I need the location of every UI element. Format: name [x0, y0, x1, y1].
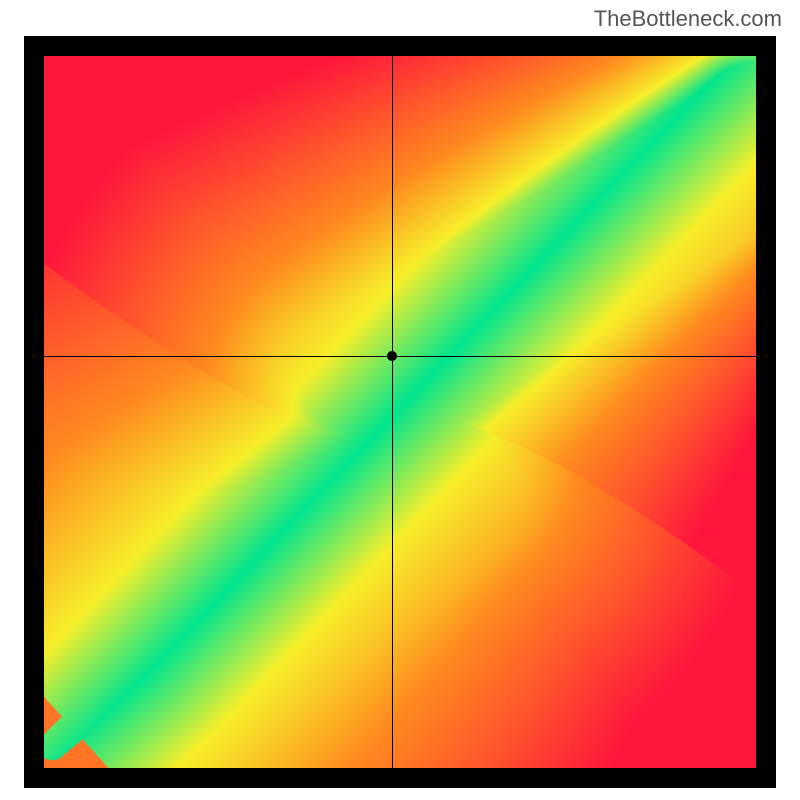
watermark-label: TheBottleneck.com [594, 6, 782, 32]
crosshair-horizontal [44, 356, 756, 357]
heatmap-canvas [44, 56, 756, 768]
chart-plot-area [44, 56, 756, 768]
chart-container: TheBottleneck.com [0, 0, 800, 800]
data-point-marker [387, 351, 397, 361]
chart-outer-frame [24, 36, 776, 788]
crosshair-vertical [392, 56, 393, 768]
